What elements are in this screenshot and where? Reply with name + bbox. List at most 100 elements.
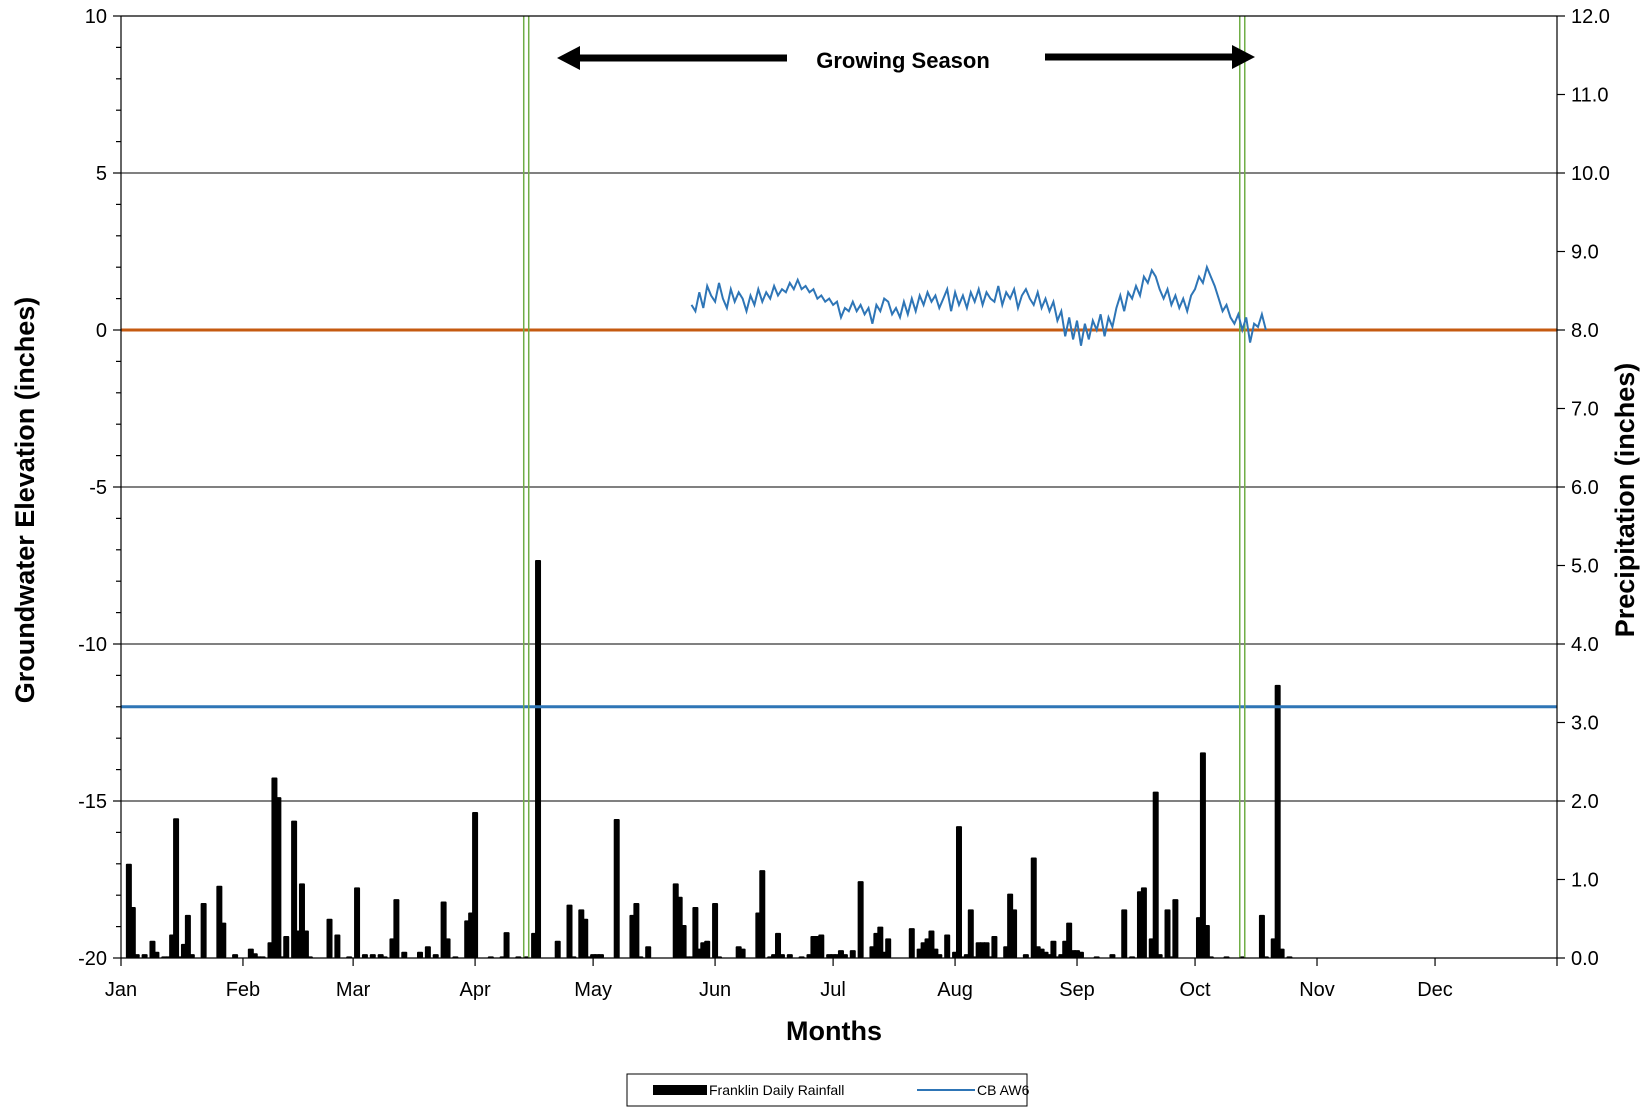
rainfall-bar <box>1066 922 1073 958</box>
rainfall-bar <box>991 936 998 958</box>
tick-labels: 10 5 0 -5 -10 -15 -20 12.0 11.0 10.0 9.0 8.0 7.0 6.0 5… <box>78 6 1610 1001</box>
rainfall-bar <box>1152 791 1159 958</box>
rainfall-bar <box>778 954 785 958</box>
rainfall-bar <box>877 926 884 958</box>
x-tick-label: Apr <box>460 979 491 1001</box>
y-right-tick-label: 8.0 <box>1571 320 1599 342</box>
rainfall-bar <box>275 797 282 958</box>
y-left-tick-label: 5 <box>96 163 107 185</box>
rainfall-bar <box>597 954 604 958</box>
rainfall-bar <box>361 954 368 958</box>
rainfall-bar <box>944 934 951 958</box>
rainfall-bar <box>582 918 589 958</box>
rainfall-bar <box>173 818 180 958</box>
rainfall-bar <box>432 954 439 958</box>
rainfall-bar <box>291 820 298 958</box>
axes <box>113 15 1565 966</box>
y-left-tick-label: -15 <box>78 791 107 813</box>
growing-season-left-arrowhead <box>557 46 580 70</box>
y-left-tick-label: -5 <box>89 477 107 499</box>
rainfall-bar <box>849 950 856 958</box>
rainfall-bar <box>1172 899 1179 958</box>
y-right-tick-label: 4.0 <box>1571 634 1599 656</box>
x-tick-label: Sep <box>1059 979 1095 1001</box>
growing-season-right-arrowhead <box>1232 45 1255 69</box>
growing-season-annotation: Growing Season <box>557 45 1255 73</box>
x-tick-label: Jan <box>105 979 137 1001</box>
rainfall-bar <box>283 936 290 958</box>
rainfall-bar <box>153 951 160 958</box>
y-right-tick-label: 6.0 <box>1571 477 1599 499</box>
rainfall-bar <box>393 899 400 958</box>
rainfall-bar <box>369 954 376 958</box>
rainfall-bar <box>955 826 962 958</box>
rainfall-bar <box>417 951 424 958</box>
rainfall-bar <box>1030 857 1037 958</box>
rainfall-bar <box>1011 909 1018 958</box>
y-left-tick-label: -20 <box>78 948 107 970</box>
rainfall-bar <box>857 881 864 958</box>
x-tick-label: Mar <box>336 979 371 1001</box>
rainfall-bar <box>645 946 652 958</box>
rainfall-bar <box>133 954 140 958</box>
rainfall-bar <box>1077 951 1084 958</box>
y-left-axis-title: Groundwater Elevation (inches) <box>10 297 40 704</box>
rainfall-bar <box>535 560 542 958</box>
rainfall-bar <box>444 938 451 958</box>
rainfall-bar <box>1022 954 1029 958</box>
rainfall-bar <box>1109 954 1116 958</box>
rainfall-bar <box>1258 914 1265 958</box>
reference-lines <box>121 328 1557 709</box>
growing-season-markers <box>522 16 1246 958</box>
rainfall-bar <box>680 925 687 958</box>
rainfall-bar <box>232 954 239 958</box>
rainfall-bar <box>129 906 136 958</box>
y-right-axis-title: Precipitation (inches) <box>1610 363 1640 638</box>
y-right-tick-label: 10.0 <box>1571 163 1610 185</box>
legend-rainfall-swatch <box>653 1085 707 1095</box>
legend-rainfall-label: Franklin Daily Rainfall <box>709 1082 844 1098</box>
y-right-tick-label: 12.0 <box>1571 6 1610 28</box>
rainfall-bar <box>633 903 640 958</box>
rainfall-bar <box>983 942 990 958</box>
rainfall-bar <box>1274 684 1281 958</box>
x-tick-label: Oct <box>1179 979 1211 1001</box>
y-right-tick-label: 5.0 <box>1571 556 1599 578</box>
rainfall-bar <box>326 918 333 958</box>
x-tick-label: Nov <box>1299 979 1335 1001</box>
y-right-tick-label: 2.0 <box>1571 791 1599 813</box>
rainfall-bar <box>1121 909 1128 958</box>
rainfall-bar <box>841 954 848 958</box>
rainfall-bar <box>712 903 719 958</box>
rainfall-bar <box>704 940 711 958</box>
rainfall-bar <box>188 954 195 958</box>
rainfall-bar <box>220 922 227 958</box>
rainfall-bar <box>472 811 479 958</box>
y-right-tick-label: 3.0 <box>1571 713 1599 735</box>
x-tick-label: Jul <box>820 979 846 1001</box>
y-left-tick-label: -10 <box>78 634 107 656</box>
x-tick-label: Feb <box>226 979 260 1001</box>
rainfall-bar <box>786 954 793 958</box>
rainfall-bar <box>1199 752 1206 958</box>
x-tick-label: Jun <box>699 979 731 1001</box>
rainfall-bar <box>692 906 699 958</box>
rainfall-bar <box>967 909 974 958</box>
rainfall-bar <box>401 951 408 958</box>
y-right-tick-label: 9.0 <box>1571 242 1599 264</box>
x-axis-title: Months <box>786 1016 882 1046</box>
y-right-tick-label: 11.0 <box>1571 85 1608 107</box>
rainfall-bar <box>141 954 148 958</box>
rainfall-bar <box>1278 948 1285 958</box>
x-tick-label: Dec <box>1417 979 1453 1001</box>
rainfall-bar <box>200 903 207 958</box>
x-tick-label: Aug <box>937 979 973 1001</box>
rainfall-bar <box>936 954 943 958</box>
rainfall-bar <box>908 928 915 958</box>
cb-aw6-series-line <box>690 264 1267 346</box>
rainfall-bar <box>302 930 309 958</box>
rainfall-bar <box>334 934 341 958</box>
y-left-tick-label: 0 <box>96 320 107 342</box>
rainfall-bar <box>759 870 766 958</box>
